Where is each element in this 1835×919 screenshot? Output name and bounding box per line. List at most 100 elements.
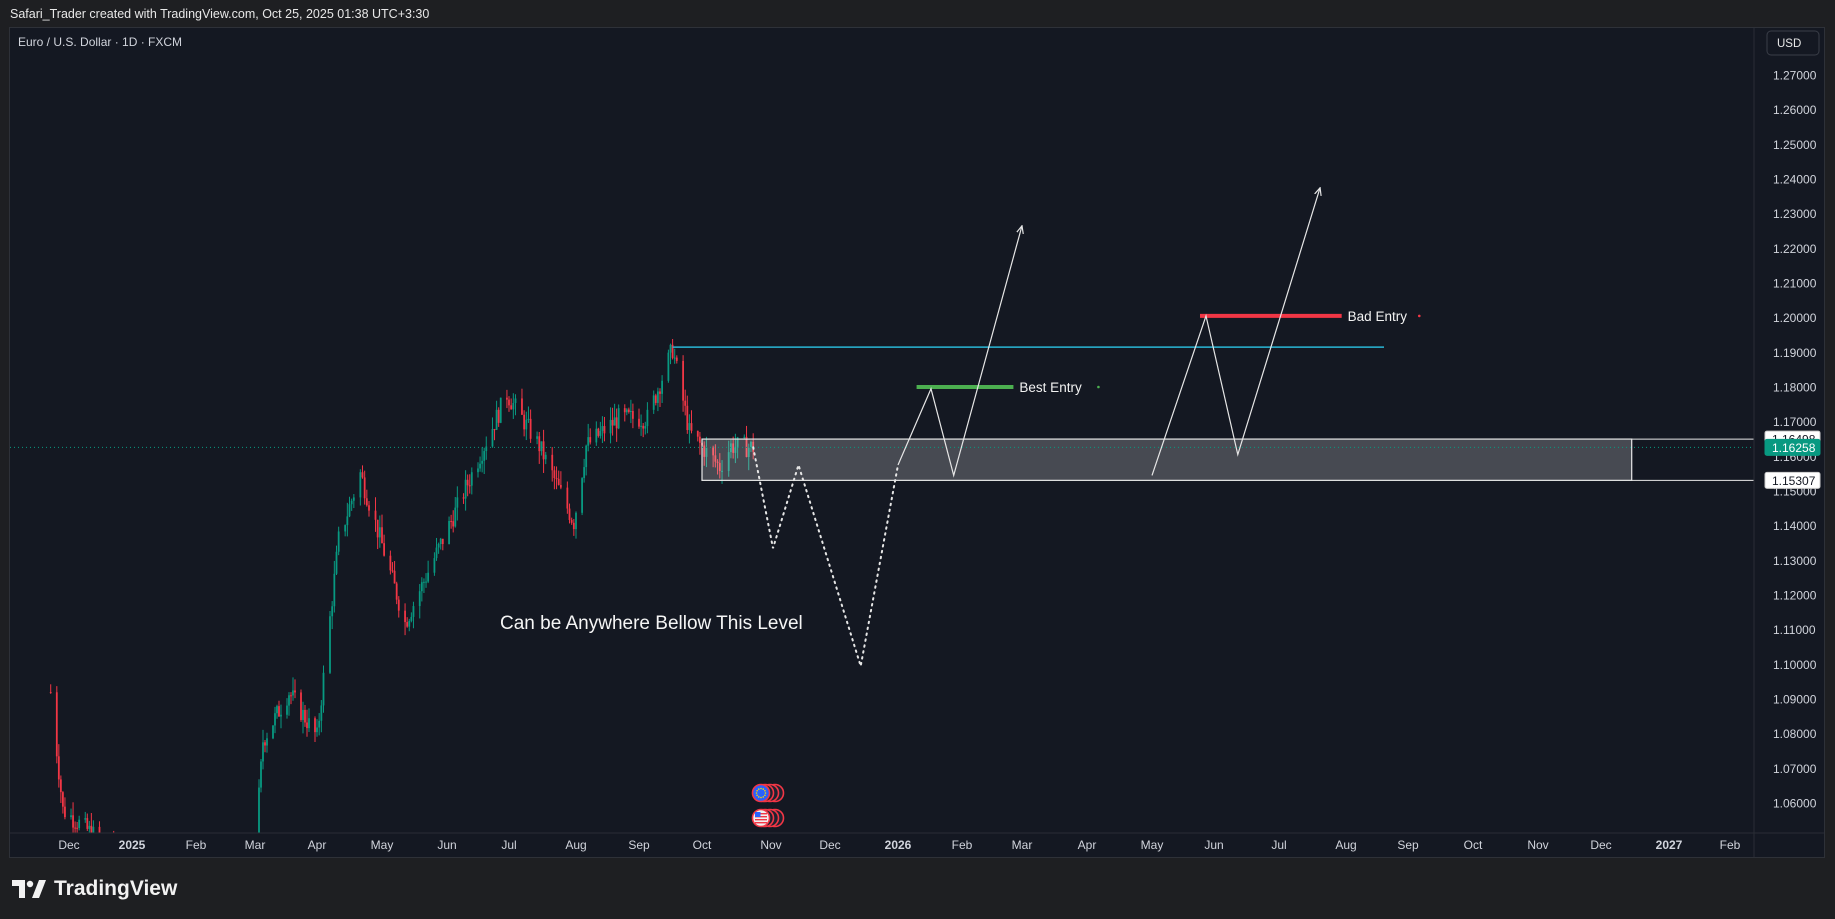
candle-body [76, 827, 79, 829]
candle-body [703, 445, 706, 457]
tradingview-logo[interactable]: TradingView [12, 876, 177, 902]
candle [583, 458, 586, 483]
candle [425, 573, 427, 588]
candle [304, 705, 306, 727]
chart-frame[interactable] [9, 27, 1825, 858]
candle [433, 552, 436, 576]
candle-body [244, 871, 246, 877]
candle-body [557, 478, 560, 485]
candle-body [734, 446, 737, 453]
candle-body [583, 467, 586, 479]
candle-body [699, 436, 701, 443]
candle-body [391, 570, 394, 572]
candle [244, 868, 246, 879]
candle [485, 436, 488, 460]
x-tick-label: Dec [1590, 838, 1611, 852]
candle [262, 729, 264, 770]
candle-body [559, 484, 562, 488]
projection-dotted-path[interactable] [752, 446, 899, 667]
candle [439, 537, 442, 550]
candle [747, 443, 750, 471]
candle-body [437, 544, 440, 548]
candle-body [86, 818, 89, 829]
candle [684, 389, 687, 416]
candle [318, 713, 321, 736]
demand-zone-box[interactable] [701, 438, 1633, 481]
projection-path-1[interactable] [897, 226, 1022, 478]
candle-body [585, 445, 588, 468]
candle-body [335, 551, 338, 574]
candle-body [732, 443, 735, 453]
candle-body [272, 725, 274, 739]
candle [107, 832, 109, 833]
plot-area[interactable]: Best Entry Bad Entry Can be Anywhere Bello… [10, 188, 1754, 910]
candle-body [712, 447, 715, 456]
candle-body [491, 429, 494, 447]
candle [570, 517, 573, 525]
candle [654, 393, 657, 406]
candle-body [258, 787, 260, 833]
candle [667, 349, 670, 383]
candle [483, 447, 486, 474]
candle [302, 701, 304, 734]
candle-body [418, 591, 421, 607]
currency-button[interactable] [1766, 30, 1820, 56]
candle [632, 403, 634, 429]
candle [368, 501, 370, 517]
candle-body [278, 706, 280, 717]
y-tick-label: 1.27000 [1773, 69, 1817, 83]
candle-body [389, 555, 392, 571]
candle [542, 429, 545, 473]
candle [599, 421, 602, 439]
candle [420, 577, 423, 602]
candle-body [508, 399, 510, 406]
eu-flag-icon[interactable] [751, 783, 785, 803]
candle-body [615, 417, 618, 429]
candle-body [286, 705, 288, 715]
candle-body [540, 441, 543, 452]
candle [115, 845, 117, 857]
candle-body [439, 538, 442, 545]
x-tick-label: 2026 [885, 838, 912, 852]
us-canton [755, 812, 761, 817]
candle-body [187, 882, 189, 897]
candle [84, 811, 87, 823]
candle [499, 397, 502, 424]
x-tick-label: May [1141, 838, 1164, 852]
candle [497, 407, 500, 427]
candle [703, 441, 706, 466]
candle-body [462, 497, 465, 499]
candle [521, 388, 523, 415]
candle [529, 409, 532, 443]
candle-body [363, 477, 366, 499]
candle-body [88, 825, 91, 829]
tradingview-logo-icon [12, 880, 46, 898]
projection-path-2[interactable] [1151, 188, 1320, 476]
candle-body [542, 441, 545, 460]
eu-star [755, 792, 758, 794]
us-stripe [755, 819, 767, 821]
candle [246, 872, 248, 880]
us-flag-icon[interactable] [751, 808, 785, 828]
candle [688, 414, 691, 444]
candle-body [673, 357, 676, 359]
candle-body [581, 478, 583, 513]
candle-body [78, 819, 81, 829]
candle-body [119, 860, 121, 861]
candle-body [72, 815, 74, 828]
candle [308, 708, 310, 732]
candle-body [344, 525, 347, 532]
candle [376, 519, 379, 550]
y-tick-label: 1.17000 [1773, 415, 1817, 429]
candle [105, 835, 107, 856]
x-tick-label: Dec [819, 838, 840, 852]
candle [495, 400, 498, 430]
candle [216, 877, 218, 894]
candle [435, 537, 438, 561]
candle-body [98, 826, 101, 833]
candle-body [506, 397, 508, 400]
candle-body [294, 690, 296, 693]
best-entry-marker [1097, 385, 1100, 389]
candle [359, 469, 362, 506]
